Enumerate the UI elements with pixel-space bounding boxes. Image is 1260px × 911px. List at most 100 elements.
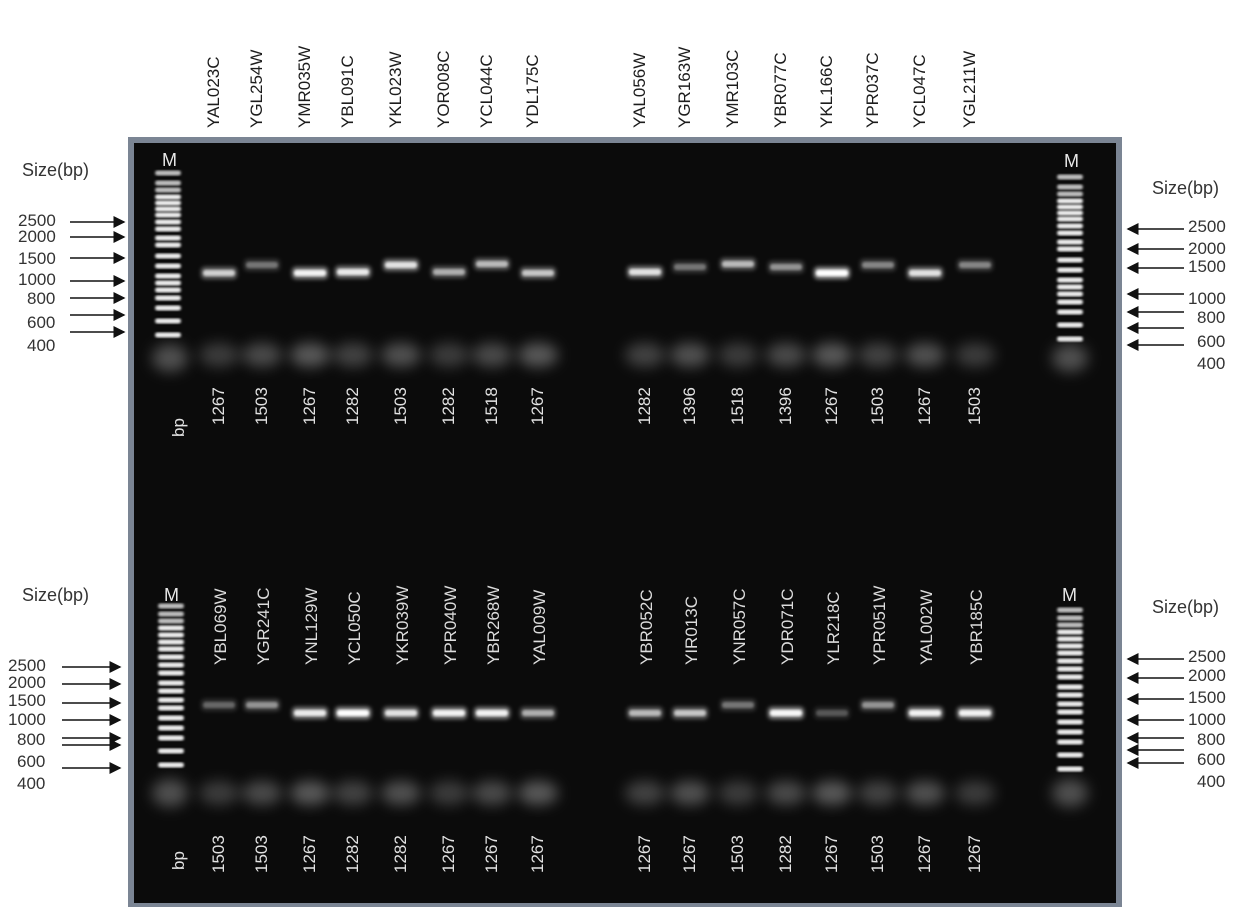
marker-ladder-band (1057, 650, 1083, 656)
marker-ladder-band (155, 332, 181, 338)
size-tick: 2500 (1188, 647, 1226, 666)
gel-band (294, 710, 326, 716)
lane-name: YDL175C (523, 54, 542, 128)
lane-name: YCL050C (345, 591, 364, 665)
size-tick: 1500 (8, 691, 46, 710)
product-size: 1282 (635, 387, 654, 425)
marker-ladder-band (155, 295, 181, 301)
lane-name: YGL254W (247, 49, 266, 128)
marker-ladder-band (155, 226, 181, 232)
marker-ladder-band (158, 715, 184, 721)
marker-ladder-band (155, 253, 181, 259)
primer-dimer-smear (199, 781, 239, 805)
size-axis-title-top-left: Size(bp) (22, 160, 90, 180)
marker-ladder-band (1057, 277, 1083, 283)
product-size: 1503 (252, 387, 271, 425)
marker-ladder-band (1057, 230, 1083, 236)
lane-name: YNL129W (302, 587, 321, 665)
primer-dimer-smear (518, 343, 558, 367)
marker-ladder-band (1057, 322, 1083, 328)
gel-band (909, 710, 941, 716)
product-size: 1503 (868, 387, 887, 425)
gel-band (722, 702, 754, 708)
marker-ladder-band (155, 200, 181, 206)
marker-ladder-band (158, 618, 184, 624)
primer-dimer-smear (1052, 344, 1088, 372)
product-size: 1282 (343, 387, 362, 425)
lane-name: YDR071C (778, 588, 797, 665)
product-size: 1267 (822, 387, 841, 425)
gel-band (629, 710, 661, 716)
gel-band (246, 262, 278, 268)
gel-band (522, 270, 554, 276)
marker-ladder-band (1057, 739, 1083, 745)
marker-ladder-band (1057, 692, 1083, 698)
marker-ladder-band (1057, 191, 1083, 197)
primer-dimer-smear (670, 781, 710, 805)
marker-ladder-band (1057, 291, 1083, 297)
marker-ladder-band (1057, 709, 1083, 715)
lane-name: YBR268W (484, 585, 503, 665)
primer-dimer-smear (242, 343, 282, 367)
marker-ladder-band (158, 680, 184, 686)
marker-ladder-band (1057, 216, 1083, 222)
size-axis-title-bottom-left: Size(bp) (22, 585, 90, 605)
gel-band (337, 269, 369, 275)
gel-band (522, 710, 554, 716)
marker-ladder-band (158, 603, 184, 609)
marker-ladder-band (1057, 284, 1083, 290)
lane-name: YBL091C (338, 55, 357, 128)
bp-label: bp (169, 851, 188, 870)
gel-image-frame: M M M M bp 1267 1503 1267 1282 1503 1282… (128, 137, 1122, 907)
product-size: 1503 (965, 387, 984, 425)
marker-ladder-band (1057, 210, 1083, 216)
marker-ladder-band (1057, 674, 1083, 680)
size-tick: 2500 (18, 211, 56, 230)
marker-ladder-band (155, 273, 181, 279)
primer-dimer-smear (152, 779, 188, 807)
lane-name: YPR040W (441, 585, 460, 665)
marker-ladder-band (1057, 184, 1083, 190)
size-tick: 800 (1197, 730, 1226, 749)
primer-dimer-smear (152, 344, 188, 372)
lane-name: YBR185C (967, 589, 986, 665)
size-tick: 1500 (1188, 257, 1226, 276)
product-size: 1267 (965, 835, 984, 873)
size-tick: 2000 (8, 673, 46, 692)
size-tick: 800 (1197, 308, 1226, 327)
lane-name: YCL047C (910, 54, 929, 128)
lane-name: YBR052C (637, 589, 656, 665)
primer-dimer-smear (381, 343, 421, 367)
marker-ladder-band (158, 670, 184, 676)
gel-band (385, 710, 417, 716)
marker-ladder-band (1057, 607, 1083, 613)
gel-band (203, 270, 235, 276)
marker-ladder-band (158, 639, 184, 645)
marker-label: M (1062, 585, 1077, 605)
size-tick: 1000 (1188, 289, 1226, 308)
gel-image: M M M M bp 1267 1503 1267 1282 1503 1282… (134, 143, 1116, 903)
primer-dimer-smear (955, 343, 995, 367)
gel-band (337, 710, 369, 716)
product-size: 1396 (776, 387, 795, 425)
marker-ladder-band (1057, 309, 1083, 315)
bp-label: bp (169, 418, 188, 437)
lane-name: YAL056W (630, 52, 649, 128)
product-size: 1282 (776, 835, 795, 873)
marker-ladder-band (158, 735, 184, 741)
marker-ladder-band (155, 206, 181, 212)
size-tick: 400 (1197, 772, 1226, 791)
primer-dimer-smear (1052, 779, 1088, 807)
primer-dimer-smear (429, 781, 469, 805)
primer-dimer-smear (625, 781, 665, 805)
marker-ladder-band (1057, 622, 1083, 628)
product-size: 1267 (209, 387, 228, 425)
gel-band (203, 702, 235, 708)
marker-ladder-band (1057, 684, 1083, 690)
gel-band (816, 270, 848, 276)
primer-dimer-smear (625, 343, 665, 367)
marker-ladder-band (1057, 239, 1083, 245)
primer-dimer-smear (905, 781, 945, 805)
gel-band (476, 710, 508, 716)
gel-band (862, 702, 894, 708)
